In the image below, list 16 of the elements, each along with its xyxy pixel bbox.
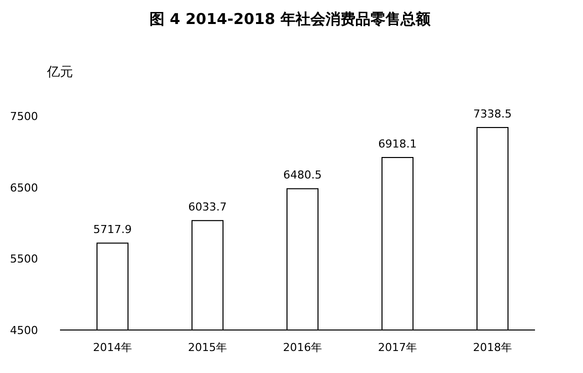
data-label: 6918.1 — [378, 138, 417, 150]
xtick: 2014年 — [93, 341, 132, 354]
ytick: 4500 — [10, 324, 38, 337]
data-label: 6480.5 — [283, 168, 322, 182]
data-label: 7338.5 — [473, 108, 512, 121]
xtick: 2018年 — [473, 341, 512, 354]
ytick: 6500 — [10, 181, 38, 194]
ylabel: 亿元 — [47, 65, 73, 80]
ytick: 5500 — [10, 252, 38, 266]
title: 图 4 2014-2018 年社会消费品零售总额 — [150, 10, 430, 28]
xtick: 2016年 — [283, 341, 322, 354]
xtick: 2015年 — [188, 341, 227, 354]
data-label: 6033.7 — [188, 200, 227, 214]
ytick: 7500 — [10, 110, 38, 123]
xtick: 2017年 — [378, 341, 417, 354]
data-label: 5717.9 — [93, 223, 132, 236]
